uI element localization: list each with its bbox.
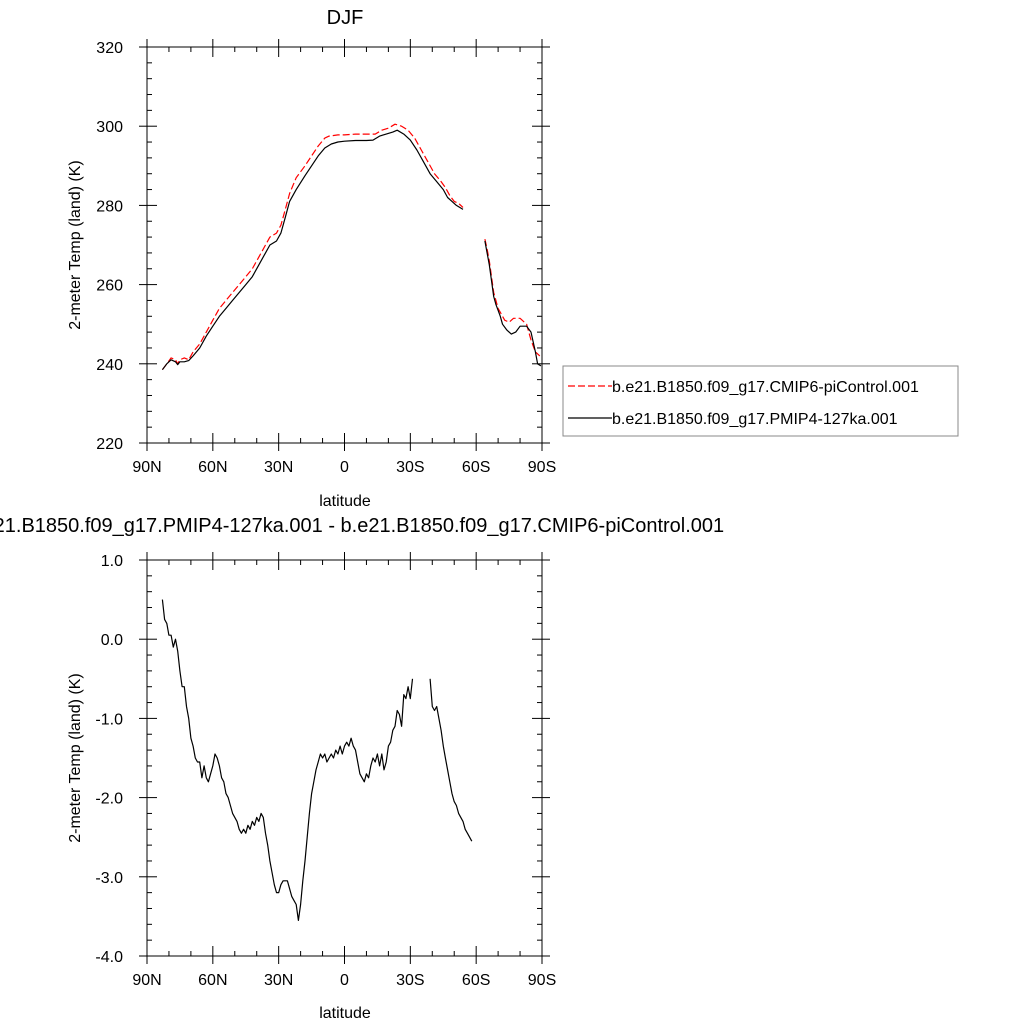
panel-bottom-chart: b.e21.B1850.f09_g17.PMIP4-127ka.001 - b.… [0,515,724,1022]
ticks: 90N 60N 30N 0 30S 60S 90S 220 240 260 280 300 320 [96,39,556,476]
legend: b.e21.B1850.f09_g17.CMIP6-piControl.001 … [562,365,959,437]
plot-frame [146,46,543,444]
x-tick-label: 60S [462,972,490,989]
panel-top-chart: DJF 2-meter Temp (land) (K) latitude 90N… [67,7,959,510]
series-line-0 [161,123,464,371]
x-tick-label: 30S [396,459,424,476]
series-line-1 [484,240,542,367]
series-line-0 [429,678,473,842]
y-tick-label: 220 [96,436,123,453]
x-tick-label: 30N [264,972,293,989]
series-line-1 [161,129,464,371]
lines [161,123,542,371]
y-axis-label: 2-meter Temp (land) (K) [67,673,84,843]
x-tick-label: 90N [132,972,161,989]
y-tick-label: 260 [96,278,123,295]
series-line-0 [484,238,541,357]
y-tick-label: -3.0 [95,870,123,887]
x-tick-label: 90S [528,972,556,989]
x-tick-label: 30S [396,972,424,989]
x-tick-label: 60N [198,459,227,476]
lines [161,599,473,922]
chart-title: DJF [327,7,364,29]
y-tick-label: -4.0 [95,949,123,966]
x-tick-label: 60N [198,972,227,989]
x-axis-label: latitude [319,1005,371,1022]
legend-box [562,365,959,437]
y-tick-label: 280 [96,198,123,215]
y-axis-label: 2-meter Temp (land) (K) [67,160,84,330]
y-tick-label: 0.0 [101,632,123,649]
y-tick-label: 1.0 [101,553,123,570]
y-tick-label: 300 [96,119,123,136]
y-tick-label: 320 [96,40,123,57]
x-tick-label: 30N [264,459,293,476]
series-line-0 [161,599,414,922]
legend-label-picontrol: b.e21.B1850.f09_g17.CMIP6-piControl.001 [612,379,919,396]
x-tick-label: 90S [528,459,556,476]
x-axis-label: latitude [319,493,371,510]
x-tick-label: 60S [462,459,490,476]
legend-label-127ka: b.e21.B1850.f09_g17.PMIP4-127ka.001 [612,411,898,428]
y-tick-label: -2.0 [95,791,123,808]
y-tick-label: -1.0 [95,711,123,728]
y-tick-label: 240 [96,357,123,374]
plot-frame [146,559,543,957]
x-tick-label: 0 [340,459,349,476]
chart-title: b.e21.B1850.f09_g17.PMIP4-127ka.001 - b.… [0,515,724,537]
x-tick-label: 0 [340,972,349,989]
x-tick-label: 90N [132,459,161,476]
